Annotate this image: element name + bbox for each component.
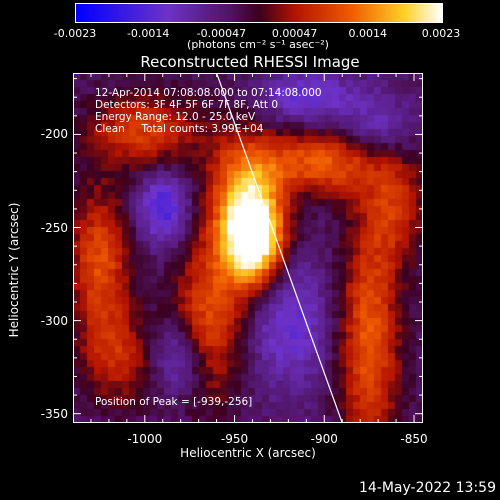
info-energy-range: Energy Range: 12.0 - 25.0 keV <box>95 111 256 123</box>
y-tick-label: -350 <box>40 406 68 421</box>
colorbar-tick-label: 0.00047 <box>271 27 318 40</box>
y-tick-label: -200 <box>40 127 68 142</box>
colorbar-tick-label: -0.0014 <box>126 27 170 40</box>
y-tick-label: -300 <box>40 313 68 328</box>
plot-overlay <box>73 73 423 423</box>
y-axis-label: Heliocentric Y (arcsec) <box>7 202 21 338</box>
chart-title: Reconstructed RHESSI Image <box>140 53 360 71</box>
solar-limb-line <box>216 73 343 423</box>
colorbar-units: (photons cm⁻² s⁻¹ asec⁻²) <box>187 38 329 51</box>
info-time-range: 12-Apr-2014 07:08:08.000 to 07:14:08.000 <box>95 87 322 99</box>
peak-position-label: Position of Peak = [-939,-256] <box>95 396 253 408</box>
info-detectors: Detectors: 3F 4F 5F 6F 7F 8F, Att 0 <box>95 99 279 111</box>
y-tick-label: -250 <box>40 220 68 235</box>
info-total-counts: Clean Total counts: 3.99E+04 <box>95 123 264 135</box>
colorbar-tick-label: 0.0023 <box>421 27 461 40</box>
colorbar-tick-label: -0.0023 <box>53 27 97 40</box>
colorbar-tick-label: -0.00047 <box>196 27 247 40</box>
x-tick-label: -900 <box>310 432 338 446</box>
timestamp: 14-May-2022 13:59 <box>358 480 496 496</box>
x-tick-label: -950 <box>220 432 249 446</box>
heatmap-image <box>73 73 423 423</box>
x-axis-label: Heliocentric X (arcsec) <box>180 446 316 460</box>
colorbar <box>75 3 443 23</box>
x-tick-label: -1000 <box>127 432 163 446</box>
colorbar-tick-label: 0.0014 <box>348 27 388 40</box>
x-tick-label: -850 <box>400 432 428 446</box>
plot-frame <box>73 73 423 423</box>
